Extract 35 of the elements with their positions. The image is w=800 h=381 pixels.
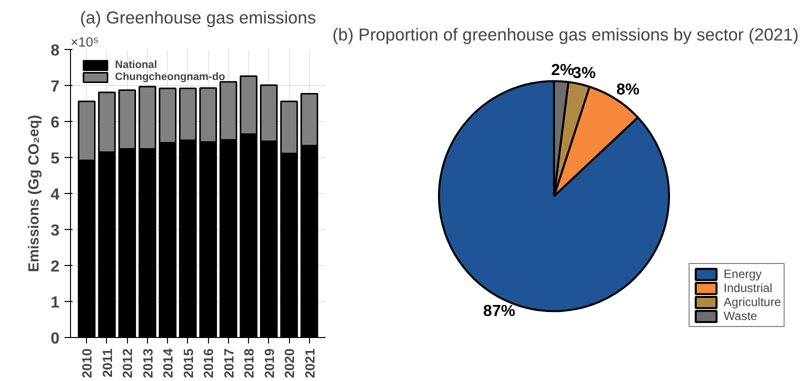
data-label: 3%: [572, 64, 596, 82]
x-tick-label: 2019: [262, 348, 277, 378]
legend-label: National: [115, 59, 158, 71]
legend-label: Waste: [724, 309, 758, 323]
data-label: 2%: [551, 62, 574, 80]
x-tick-label: 2012: [120, 348, 136, 378]
legend-label: Industrial: [724, 281, 772, 295]
y-tick-label: 7: [50, 78, 60, 96]
x-tick-label: 2011: [100, 348, 115, 378]
y-tick-label: 8: [50, 42, 60, 60]
x-tick-label: 2014: [160, 348, 176, 378]
annotation: ×10⁵: [70, 34, 99, 50]
x-tick-label: 2018: [242, 348, 257, 378]
legend-label: Energy: [724, 267, 762, 281]
x-tick-label: 2021: [302, 348, 318, 378]
legend-label: Agriculture: [724, 295, 781, 309]
chart-title: (a) Greenhouse gas emissions: [80, 8, 316, 28]
y-tick-label: 5: [50, 150, 60, 168]
y-tick-label: 3: [50, 222, 60, 240]
x-tick-label: 2013: [140, 348, 156, 378]
y-tick-label: 1: [50, 294, 60, 312]
x-tick-label: 2017: [221, 348, 236, 378]
y-tick-label: 4: [50, 186, 60, 204]
x-tick-label: 2015: [180, 348, 196, 378]
y-tick-label: 6: [50, 114, 60, 132]
chart-title: (b) Proportion of greenhouse gas emissions by sector (2021): [332, 24, 799, 44]
x-tick-label: 2020: [282, 348, 298, 378]
x-tick-label: 2010: [80, 348, 95, 378]
legend-label: Chungcheongnam-do: [115, 71, 226, 83]
x-tick-label: 2016: [201, 348, 216, 378]
y-tick-label: 2: [50, 258, 60, 276]
y-axis-title: Emissions (Gg CO₂eq): [26, 114, 43, 272]
data-label: 8%: [616, 82, 640, 99]
data-label: 87%: [483, 302, 516, 320]
y-tick-label: 0: [50, 330, 60, 348]
